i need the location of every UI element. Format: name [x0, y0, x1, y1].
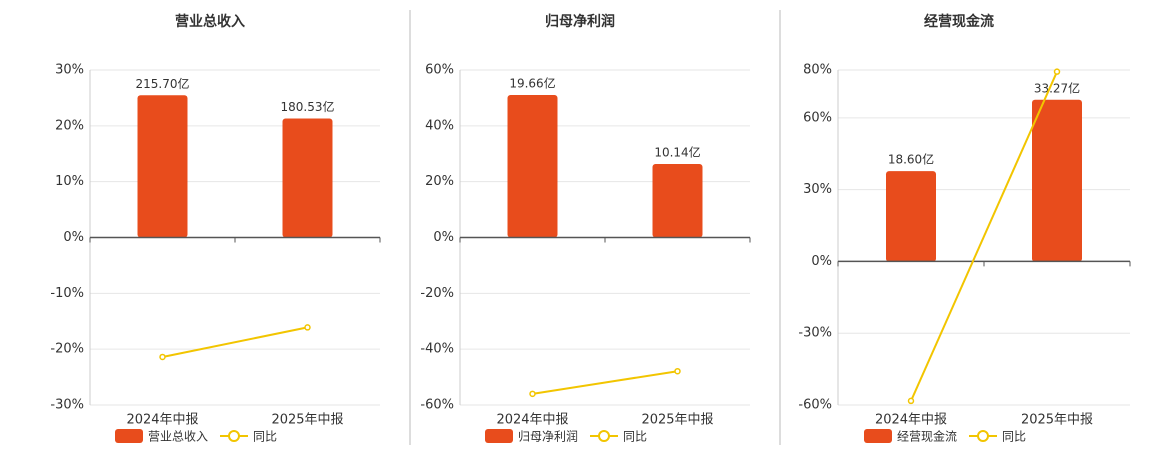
line-point — [304, 324, 311, 331]
y-tick-label: 0% — [63, 230, 84, 245]
y-tick-label: 60% — [425, 63, 454, 78]
y-tick-label: 30% — [803, 182, 832, 197]
value-label: 19.66亿 — [509, 75, 555, 90]
y-tick-label: 40% — [425, 118, 454, 133]
value-label: 18.60亿 — [888, 152, 934, 167]
legend-swatch — [485, 429, 513, 443]
line-point — [907, 397, 915, 405]
bar — [282, 118, 333, 238]
value-label: 10.14亿 — [654, 144, 700, 159]
line — [162, 326, 308, 358]
legend-label: 营业总收入 — [148, 430, 208, 444]
y-tick-label: -20% — [50, 342, 84, 357]
bar — [1032, 99, 1082, 262]
y-tick-label: -60% — [798, 398, 832, 413]
x-tick-label: 2024年中报 — [875, 413, 947, 428]
y-tick-label: 0% — [811, 254, 832, 269]
y-tick-label: -20% — [420, 286, 454, 301]
y-tick-label: -10% — [50, 286, 84, 301]
y-tick-label: 20% — [55, 118, 84, 133]
legend-swatch — [598, 430, 610, 442]
y-tick-label: -30% — [798, 326, 832, 341]
x-tick-label: 2025年中报 — [1021, 413, 1093, 428]
y-tick-label: -60% — [420, 398, 454, 413]
x-tick-label: 2024年中报 — [496, 413, 568, 428]
y-tick-label: -30% — [50, 398, 84, 413]
y-tick-label: 30% — [55, 63, 84, 78]
bar — [886, 171, 936, 262]
line-point — [674, 367, 681, 375]
value-label: 215.70亿 — [136, 76, 190, 91]
chart-title: 经营现金流 — [924, 13, 994, 30]
chart-title: 归母净利润 — [545, 13, 615, 30]
legend-swatch — [115, 429, 143, 443]
chart-title: 营业总收入 — [175, 13, 245, 30]
legend-label: 同比 — [1002, 430, 1026, 444]
line-point — [159, 353, 166, 361]
legend-label: 同比 — [253, 430, 277, 444]
bar — [137, 95, 188, 238]
y-tick-label: 10% — [55, 174, 84, 189]
y-tick-label: 20% — [425, 174, 454, 189]
line-point — [1053, 68, 1061, 75]
value-label: 180.53亿 — [281, 99, 335, 114]
x-tick-label: 2025年中报 — [641, 413, 713, 428]
bar — [507, 94, 558, 238]
x-tick-label: 2024年中报 — [126, 413, 198, 428]
bar — [652, 163, 703, 238]
y-tick-label: 80% — [803, 63, 832, 78]
y-tick-label: 60% — [803, 110, 832, 125]
legend-swatch — [864, 429, 892, 443]
legend-label: 同比 — [623, 430, 647, 444]
line — [910, 71, 1058, 402]
y-tick-label: 0% — [433, 230, 454, 245]
legend-swatch — [228, 430, 240, 442]
legend-label: 归母净利润 — [518, 430, 578, 444]
legend-label: 经营现金流 — [897, 429, 957, 444]
line — [532, 370, 678, 395]
value-label: 33.27亿 — [1034, 80, 1080, 95]
x-tick-label: 2025年中报 — [271, 413, 343, 428]
line-point — [529, 390, 536, 398]
y-tick-label: -40% — [420, 342, 454, 357]
legend-swatch — [977, 430, 989, 442]
